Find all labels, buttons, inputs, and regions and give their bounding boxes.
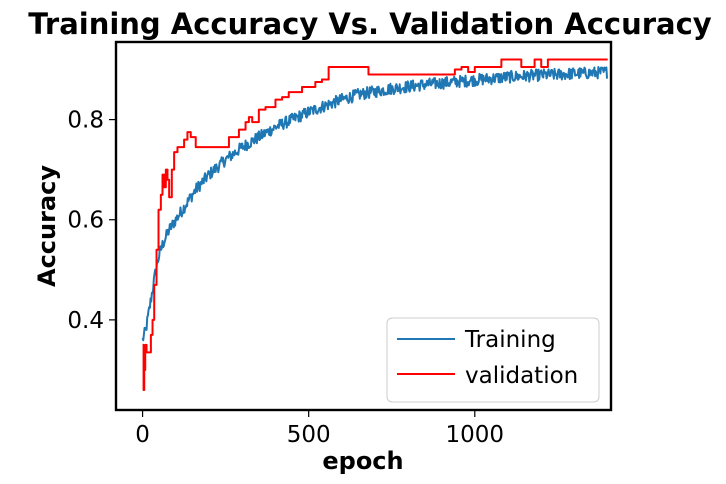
plot-area xyxy=(141,58,609,391)
chart-title: Training Accuracy Vs. Validation Accurac… xyxy=(28,7,711,41)
legend: Training validation xyxy=(386,317,600,403)
y-tick-label: 0.6 xyxy=(67,208,104,234)
y-axis-label: Accuracy xyxy=(33,165,61,287)
y-tick-label: 0.4 xyxy=(67,308,104,334)
y-tick-label: 0.8 xyxy=(67,108,104,134)
x-tick-label: 1000 xyxy=(446,422,505,448)
x-tick-label: 500 xyxy=(287,422,331,448)
legend-label-validation: validation xyxy=(465,363,578,389)
plot-frame xyxy=(114,40,613,412)
axis-ticks: 0 500 1000 0.4 0.6 0.8 xyxy=(67,108,504,448)
x-tick-label: 0 xyxy=(135,422,150,448)
series-line-validation xyxy=(142,58,608,391)
series-line-training xyxy=(141,65,609,342)
legend-label-training: Training xyxy=(464,327,556,353)
x-axis-label: epoch xyxy=(322,447,403,475)
